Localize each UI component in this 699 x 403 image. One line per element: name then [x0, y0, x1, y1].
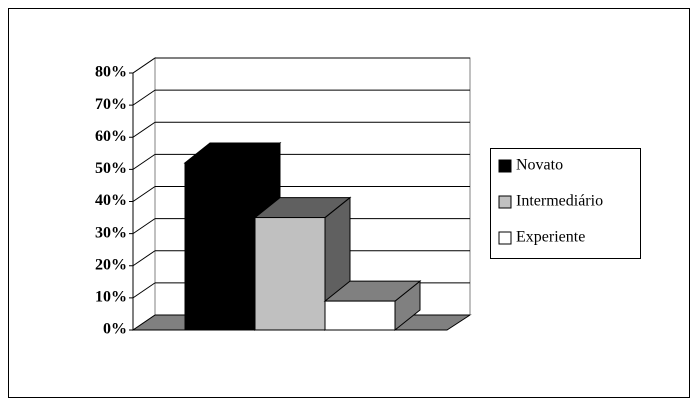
grid-line — [132, 218, 156, 235]
grid-line — [132, 282, 156, 299]
grid-line — [132, 121, 156, 138]
legend-swatch — [498, 159, 512, 173]
legend-label: Experiente — [516, 229, 585, 246]
legend-label: Intermediário — [516, 193, 603, 210]
bar — [184, 162, 256, 331]
grid-line — [132, 314, 156, 331]
y-tick-label: 50% — [95, 160, 127, 177]
grid-line — [132, 186, 156, 202]
bar — [254, 217, 326, 331]
y-tick-label: 0% — [103, 321, 127, 338]
y-tick-label: 30% — [95, 224, 127, 241]
y-tick-label: 40% — [95, 192, 127, 209]
grid-line — [132, 89, 156, 106]
legend-box — [490, 148, 641, 259]
legend-swatch — [498, 231, 512, 245]
y-tick-label: 60% — [95, 128, 127, 145]
y-tick-label: 80% — [95, 64, 127, 81]
legend-label: Novato — [516, 157, 563, 174]
y-tick-label: 10% — [95, 289, 127, 306]
legend-swatch — [498, 195, 512, 209]
bar — [324, 300, 396, 331]
y-tick-label: 70% — [95, 96, 127, 113]
grid-line — [132, 57, 156, 74]
grid-line — [132, 153, 156, 170]
y-tick-label: 20% — [95, 256, 127, 273]
grid-line — [132, 250, 156, 267]
